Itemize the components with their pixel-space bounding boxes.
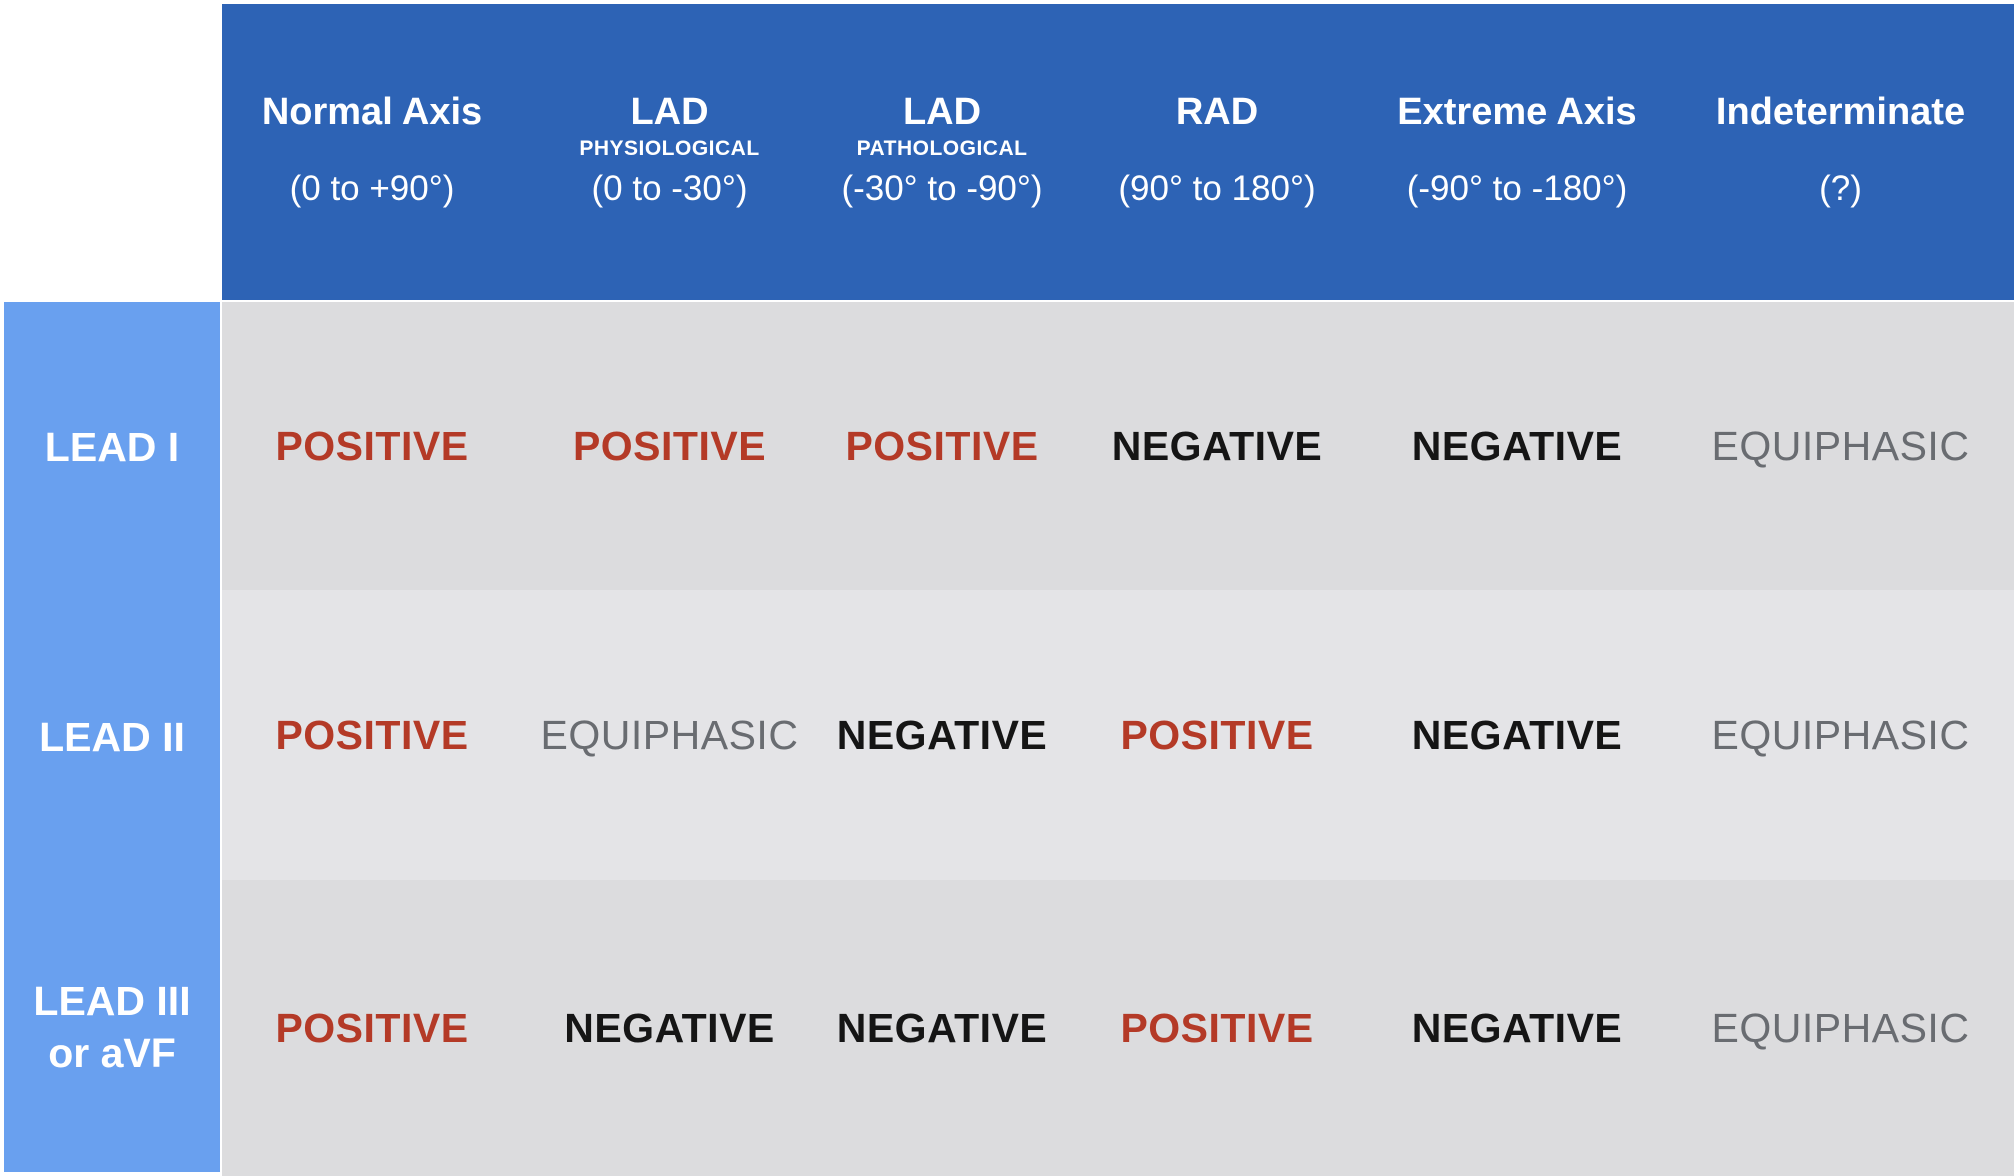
column-range: (-90° to -180°) <box>1406 169 1628 208</box>
table-cell: NEGATIVE <box>564 1004 775 1051</box>
row-label-text: LEAD II <box>39 714 185 760</box>
table-cell: NEGATIVE <box>1411 711 1623 758</box>
column-range: (0 to +90°) <box>289 169 455 208</box>
column-subtitle: PATHOLOGICAL <box>856 137 1028 160</box>
table-cell: NEGATIVE <box>1411 1004 1623 1051</box>
table-cell: POSITIVE <box>1120 711 1314 758</box>
table-cell: NEGATIVE <box>1411 422 1623 469</box>
table-cell: POSITIVE <box>275 1004 469 1051</box>
table-cell: POSITIVE <box>572 422 767 469</box>
table-row-lead-2: POSITIVE EQUIPHASIC NEGATIVE POSITIVE NE… <box>222 590 2014 880</box>
column-range: (90° to 180°) <box>1118 169 1316 208</box>
column-range: (-30° to -90°) <box>841 169 1043 208</box>
column-header-normal-axis: Normal Axis (0 to +90°) <box>222 4 522 300</box>
row-label-column: LEAD I LEAD II LEAD III or aVF <box>4 302 220 1172</box>
table-cell: EQUIPHASIC <box>1711 1004 1970 1051</box>
column-range: (0 to -30°) <box>591 169 748 208</box>
column-header-indeterminate: Indeterminate (?) <box>1667 4 2014 300</box>
table-cell: EQUIPHASIC <box>1711 422 1970 469</box>
column-subtitle: PHYSIOLOGICAL <box>579 137 760 160</box>
column-title: RAD <box>1175 91 1259 133</box>
column-header-lad-physiological: LAD PHYSIOLOGICAL (0 to -30°) <box>522 4 817 300</box>
column-header-lad-pathological: LAD PATHOLOGICAL (-30° to -90°) <box>817 4 1067 300</box>
table-cell: EQUIPHASIC <box>1711 711 1970 758</box>
column-range: (?) <box>1819 169 1862 208</box>
column-title: Extreme Axis <box>1397 91 1637 133</box>
table-body: POSITIVE POSITIVE POSITIVE NEGATIVE NEGA… <box>222 302 2014 1176</box>
table-cell: POSITIVE <box>275 422 469 469</box>
column-title: Normal Axis <box>261 91 483 133</box>
row-label-text: LEAD III <box>33 978 191 1024</box>
table-cell: EQUIPHASIC <box>540 711 799 758</box>
column-title: Indeterminate <box>1715 91 1966 133</box>
row-label-text-line2: or aVF <box>48 1030 176 1076</box>
column-header-extreme-axis: Extreme Axis (-90° to -180°) <box>1367 4 1667 300</box>
table-cell: POSITIVE <box>845 422 1039 469</box>
table-cell: NEGATIVE <box>836 1004 1048 1051</box>
table-cell: NEGATIVE <box>1111 422 1323 469</box>
column-header-rad: RAD (90° to 180°) <box>1067 4 1367 300</box>
row-label-lead-1: LEAD I <box>4 302 220 592</box>
table-cell: NEGATIVE <box>836 711 1048 758</box>
row-label-text: LEAD I <box>44 424 180 470</box>
row-label-lead-3-avf: LEAD III or aVF <box>4 882 220 1172</box>
table-row-lead-3-avf: POSITIVE NEGATIVE NEGATIVE POSITIVE NEGA… <box>222 880 2014 1176</box>
table-cell: POSITIVE <box>1120 1004 1314 1051</box>
row-label-lead-2: LEAD II <box>4 592 220 882</box>
table-header: Normal Axis (0 to +90°) LAD PHYSIOLOGICA… <box>222 4 2014 300</box>
column-title: LAD <box>630 91 709 133</box>
table-cell: POSITIVE <box>275 711 469 758</box>
column-title: LAD <box>902 91 982 133</box>
table-row-lead-1: POSITIVE POSITIVE POSITIVE NEGATIVE NEGA… <box>222 302 2014 590</box>
